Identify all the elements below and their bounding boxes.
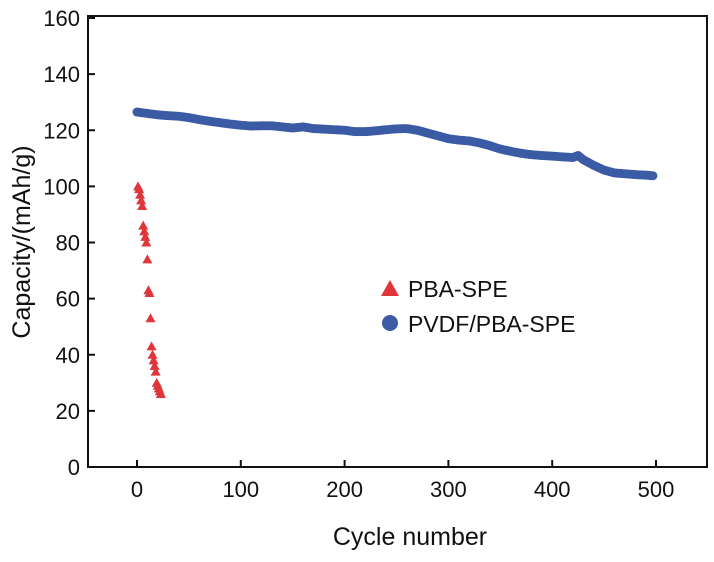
y-tick-label: 120 xyxy=(43,118,80,143)
y-tick-label: 60 xyxy=(56,287,80,312)
y-tick-label: 40 xyxy=(56,343,80,368)
data-point-pba-spe xyxy=(142,254,153,264)
data-point-pba-spe xyxy=(138,220,149,230)
y-tick-label: 100 xyxy=(43,174,80,199)
data-point-pba-spe xyxy=(147,349,158,359)
data-point-pba-spe xyxy=(141,237,152,247)
data-point-pba-spe xyxy=(144,288,155,298)
data-point-pba-spe xyxy=(148,355,159,365)
data-point-pvdf-pba-spe xyxy=(648,171,658,181)
data-point-pba-spe xyxy=(135,189,146,199)
y-tick-label: 20 xyxy=(56,399,80,424)
x-tick-label: 100 xyxy=(222,477,259,502)
legend: PBA-SPE PVDF/PBA-SPE xyxy=(381,276,575,337)
y-tick-label: 80 xyxy=(56,231,80,256)
data-point-pba-spe xyxy=(145,313,156,323)
x-tick-label: 400 xyxy=(534,477,571,502)
data-point-pba-spe xyxy=(146,341,157,351)
y-tick-label: 0 xyxy=(68,455,80,480)
data-point-pba-spe xyxy=(134,184,145,194)
data-point-pba-spe xyxy=(155,389,166,399)
data-point-pba-spe xyxy=(150,366,161,376)
data-point-pba-spe xyxy=(137,201,148,211)
x-tick-label: 300 xyxy=(430,477,467,502)
y-axis-label: Capacity/(mAh/g) xyxy=(8,145,36,338)
data-point-pba-spe xyxy=(139,226,150,236)
legend-triangle-marker xyxy=(381,280,399,296)
y-tick-label: 160 xyxy=(43,6,80,31)
data-point-pba-spe xyxy=(136,195,147,205)
legend-label-pba-spe: PBA-SPE xyxy=(408,276,508,302)
legend-circle-marker xyxy=(382,315,398,331)
plot-frame xyxy=(87,15,708,468)
x-axis-label: Cycle number xyxy=(333,523,487,551)
y-tick-label: 140 xyxy=(43,62,80,87)
x-tick-label: 500 xyxy=(638,477,675,502)
data-point-pba-spe xyxy=(149,360,160,370)
legend-label-pvdf-pba-spe: PVDF/PBA-SPE xyxy=(408,311,575,337)
x-tick-label: 0 xyxy=(131,477,143,502)
data-point-pba-spe xyxy=(140,231,151,241)
x-tick-label: 200 xyxy=(326,477,363,502)
